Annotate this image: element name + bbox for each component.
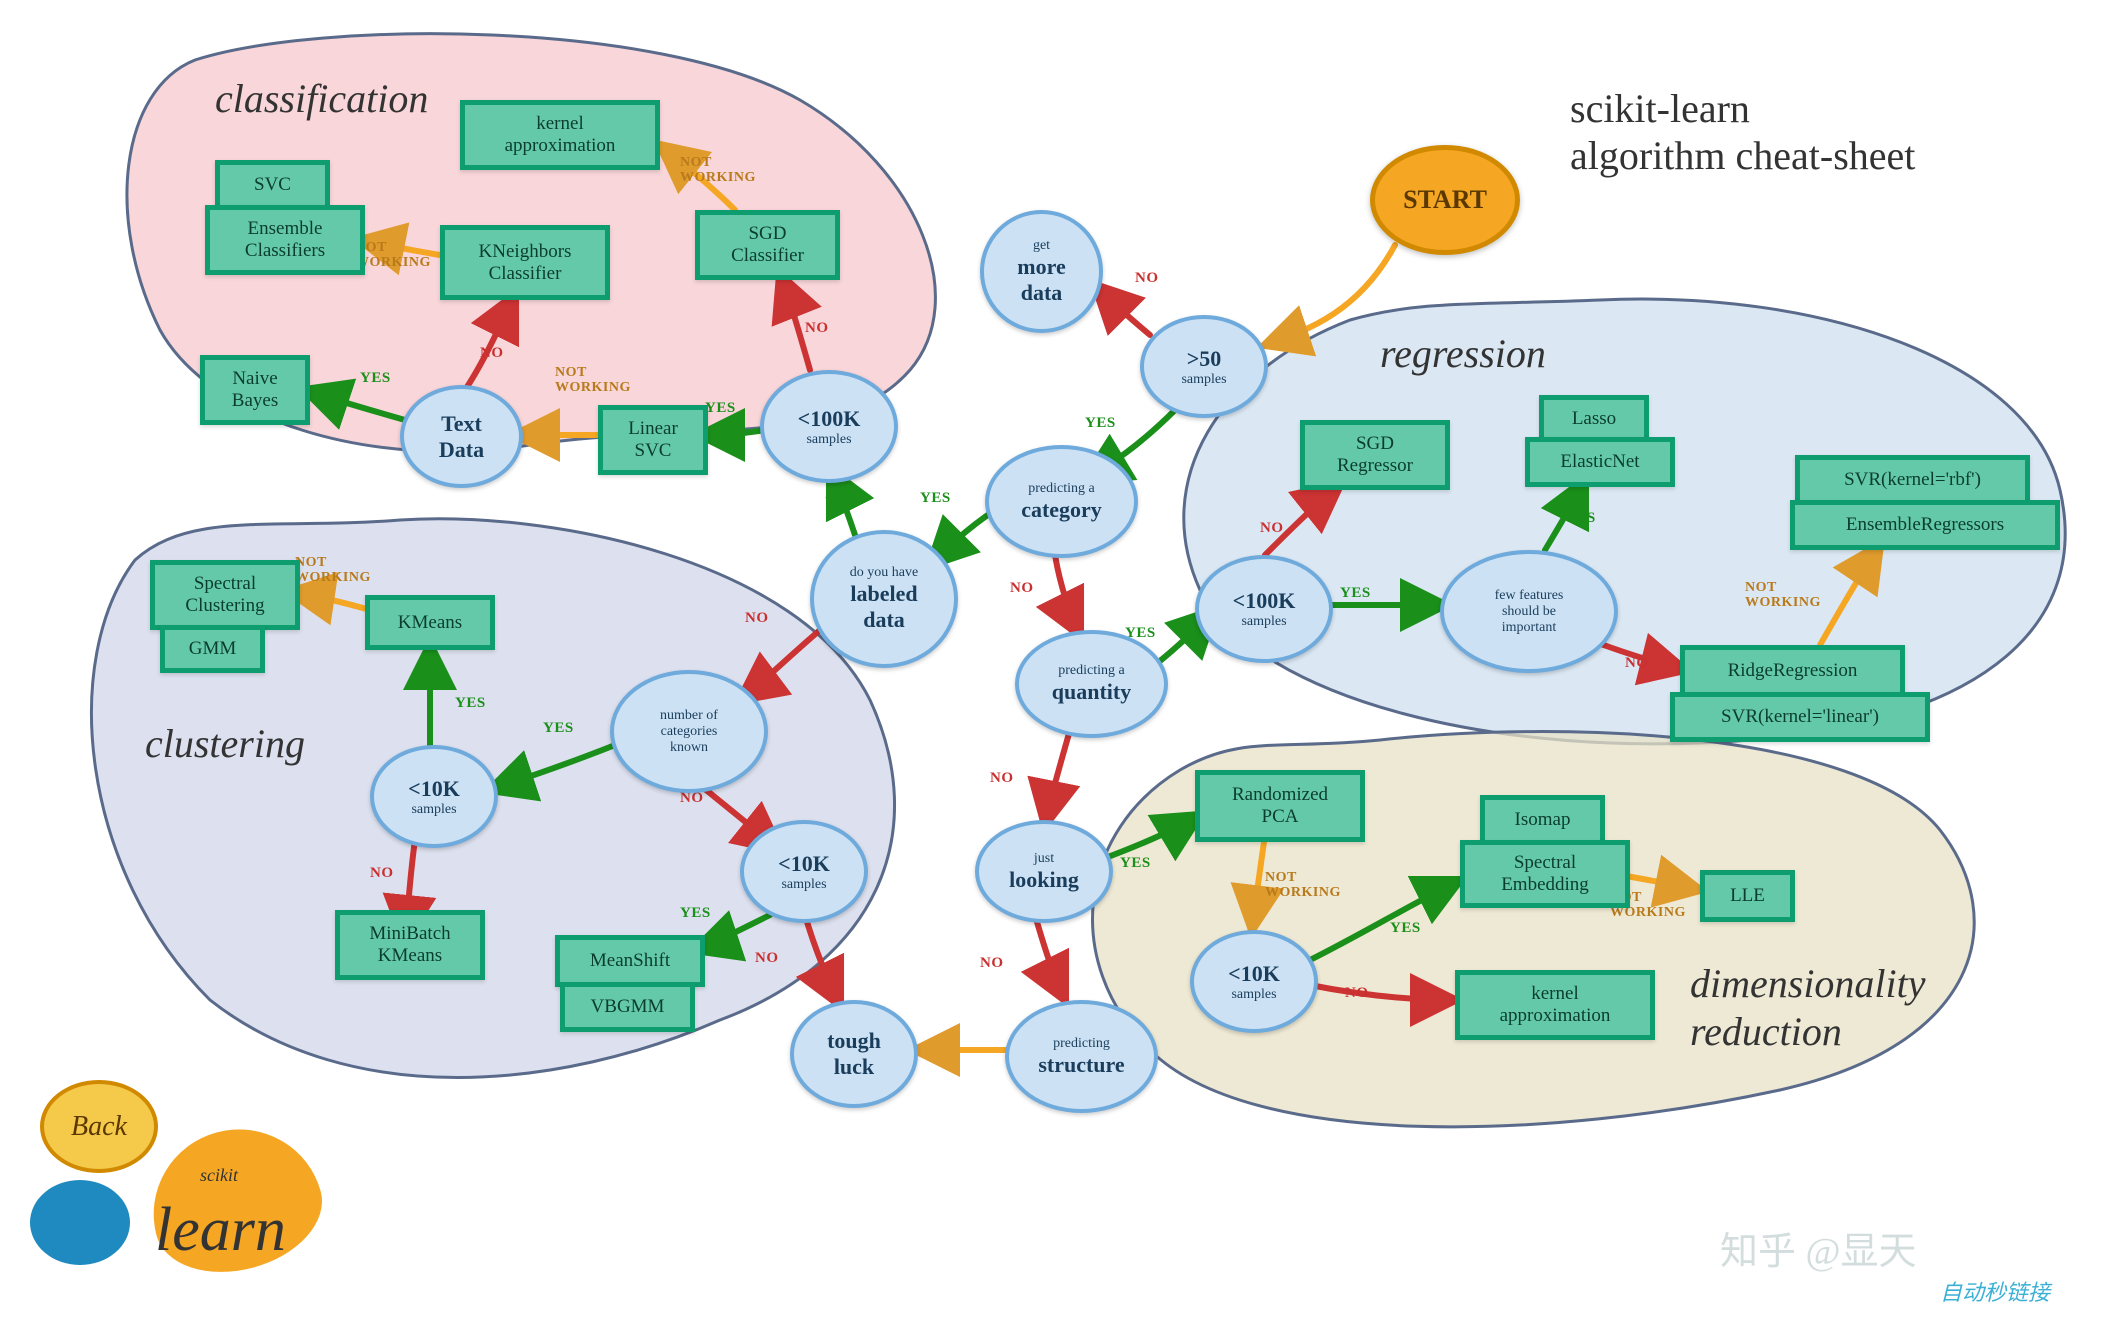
edge-n50-moredata bbox=[1095, 285, 1150, 335]
region-label-classification: classification bbox=[215, 75, 428, 122]
edge-label-lsvc-text: NOTWORKING bbox=[555, 365, 631, 396]
edge-label-text-knn: NO bbox=[480, 345, 504, 362]
watermark-zhihu: 知乎 @显天 bbox=[1720, 1220, 1917, 1275]
alg-lle[interactable]: LLE bbox=[1700, 870, 1795, 922]
decision-tough: toughluck bbox=[790, 1000, 918, 1108]
edge-label-cl10k2-ms: YES bbox=[680, 905, 711, 922]
edge-label-qty-look: NO bbox=[990, 770, 1014, 787]
alg-kapp[interactable]: kernelapproximation bbox=[1455, 970, 1655, 1040]
start-node[interactable]: START bbox=[1370, 145, 1520, 255]
decision-d10k: <10Ksamples bbox=[1190, 930, 1318, 1033]
logo-blue-blob bbox=[30, 1180, 130, 1265]
decision-moredata: getmoredata bbox=[980, 210, 1103, 333]
alg-nb[interactable]: NaiveBayes bbox=[200, 355, 310, 425]
logo-learn-text: learn bbox=[155, 1195, 286, 1266]
edge-label-cat-labeled: YES bbox=[920, 490, 951, 507]
edge-label-d10k-kapp: NO bbox=[1345, 985, 1369, 1002]
alg-ens[interactable]: EnsembleClassifiers bbox=[205, 205, 365, 275]
region-label2-dimred: reduction bbox=[1690, 1008, 1842, 1055]
edge-label-knn-ens: NOTWORKING bbox=[355, 240, 431, 271]
alg-ridge[interactable]: RidgeRegression bbox=[1680, 645, 1905, 697]
alg-rpca[interactable]: RandomizedPCA bbox=[1195, 770, 1365, 842]
decision-qty: predicting aquantity bbox=[1015, 630, 1168, 738]
alg-gmm[interactable]: GMM bbox=[160, 625, 265, 673]
alg-vbgmm[interactable]: VBGMM bbox=[560, 982, 695, 1032]
decision-labeled: do you havelabeleddata bbox=[810, 530, 958, 668]
edge-label-labeled-c100k: YES bbox=[825, 495, 856, 512]
alg-enet[interactable]: ElasticNet bbox=[1525, 437, 1675, 487]
alg-svrr[interactable]: SVR(kernel='rbf') bbox=[1795, 455, 2030, 505]
alg-sgdc[interactable]: SGDClassifier bbox=[695, 210, 840, 280]
edge-label-text-nb: YES bbox=[360, 370, 391, 387]
edge-label-ncat-cl10k: YES bbox=[543, 720, 574, 737]
edge-label-c100k-sgdc: NO bbox=[805, 320, 829, 337]
alg-lsvc[interactable]: LinearSVC bbox=[598, 405, 708, 475]
edge-label-n50-cat: YES bbox=[1085, 415, 1116, 432]
alg-knn[interactable]: KNeighborsClassifier bbox=[440, 225, 610, 300]
alg-mbkm[interactable]: MiniBatchKMeans bbox=[335, 910, 485, 980]
region-label-dimred: dimensionality bbox=[1690, 960, 1926, 1007]
decision-c100k: <100Ksamples bbox=[760, 370, 898, 483]
region-label-clustering: clustering bbox=[145, 720, 305, 767]
region-label-regression: regression bbox=[1380, 330, 1546, 377]
decision-cl10k: <10Ksamples bbox=[370, 745, 498, 848]
edge-label-rpca-d10k: NOTWORKING bbox=[1265, 870, 1341, 901]
decision-r100k: <100Ksamples bbox=[1195, 555, 1333, 663]
decision-cl10k2: <10Ksamples bbox=[740, 820, 868, 923]
edge-label-feat-ridge: NO bbox=[1625, 655, 1649, 672]
alg-spec[interactable]: SpectralClustering bbox=[150, 560, 300, 630]
edge-label-d10k-spem: YES bbox=[1390, 920, 1421, 937]
edge-label-c100k-lsvc: YES bbox=[705, 400, 736, 417]
alg-kern[interactable]: kernelapproximation bbox=[460, 100, 660, 170]
decision-struct: predictingstructure bbox=[1005, 1000, 1158, 1113]
edge-label-look-struct: NO bbox=[980, 955, 1004, 972]
alg-km[interactable]: KMeans bbox=[365, 595, 495, 650]
alg-lasso[interactable]: Lasso bbox=[1539, 395, 1649, 443]
back-button[interactable]: Back bbox=[40, 1080, 158, 1173]
edge-label-r100k-feat: YES bbox=[1340, 585, 1371, 602]
main-title: scikit-learn algorithm cheat-sheet bbox=[1570, 85, 1915, 179]
edge-label-cl10k2-tough: NO bbox=[755, 950, 779, 967]
watermark-link: 自动秒链接 bbox=[1940, 1275, 2050, 1307]
alg-ms[interactable]: MeanShift bbox=[555, 935, 705, 987]
decision-look: justlooking bbox=[975, 820, 1113, 923]
edge-cat-qty bbox=[1055, 555, 1080, 635]
edge-label-cl10k-mbkm: NO bbox=[370, 865, 394, 882]
edge-label-feat-enet: YES bbox=[1565, 510, 1596, 527]
edge-qty-look bbox=[1045, 730, 1070, 825]
decision-n50: >50samples bbox=[1140, 315, 1268, 418]
decision-feat: few featuresshould beimportant bbox=[1440, 550, 1618, 673]
alg-ensr[interactable]: EnsembleRegressors bbox=[1790, 500, 2060, 550]
edge-label-n50-moredata: NO bbox=[1135, 270, 1159, 287]
alg-svc[interactable]: SVC bbox=[215, 160, 330, 210]
alg-iso[interactable]: Isomap bbox=[1480, 795, 1605, 845]
edge-label-r100k-sgdr: NO bbox=[1260, 520, 1284, 537]
decision-cat: predicting acategory bbox=[985, 445, 1138, 558]
edge-label-sgdc-kern: NOTWORKING bbox=[680, 155, 756, 186]
edge-label-look-rpca: YES bbox=[1120, 855, 1151, 872]
decision-ncat: number ofcategoriesknown bbox=[610, 670, 768, 793]
edge-look-struct bbox=[1035, 915, 1065, 1000]
logo-scikit-text: scikit bbox=[200, 1165, 238, 1186]
edge-label-labeled-ncat: NO bbox=[745, 610, 769, 627]
edge-label-ridge-ensr: NOTWORKING bbox=[1745, 580, 1821, 611]
edge-label-km-spec: NOTWORKING bbox=[295, 555, 371, 586]
edge-label-cat-qty: NO bbox=[1010, 580, 1034, 597]
alg-svrl[interactable]: SVR(kernel='linear') bbox=[1670, 692, 1930, 742]
decision-text: TextData bbox=[400, 385, 523, 488]
edge-label-cl10k-km: YES bbox=[455, 695, 486, 712]
alg-spem[interactable]: SpectralEmbedding bbox=[1460, 840, 1630, 908]
alg-sgdr[interactable]: SGDRegressor bbox=[1300, 420, 1450, 490]
